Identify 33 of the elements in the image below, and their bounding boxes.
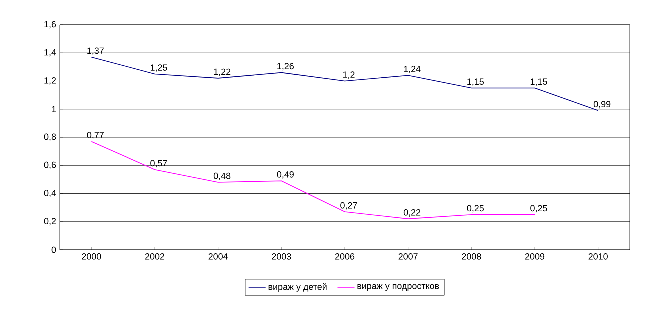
x-tick-label: 2000 bbox=[82, 254, 102, 260]
y-tick-label: 0,6 bbox=[44, 162, 56, 170]
y-tick-label: 1 bbox=[52, 106, 56, 112]
y-tick-label: 1,4 bbox=[44, 49, 56, 57]
data-label: 0,25 bbox=[530, 205, 548, 213]
x-tick-label: 2010 bbox=[588, 254, 608, 260]
data-label: 0,27 bbox=[340, 202, 358, 210]
data-label: 0,49 bbox=[277, 171, 294, 179]
data-label: 0,77 bbox=[87, 132, 104, 140]
x-tick-label: 2008 bbox=[462, 254, 482, 260]
data-label: 1,22 bbox=[214, 68, 231, 76]
x-tick-label: 2009 bbox=[525, 254, 545, 260]
x-tick-label: 2006 bbox=[335, 254, 355, 260]
data-label: 1,24 bbox=[404, 66, 421, 74]
y-tick-label: 0,8 bbox=[44, 134, 56, 142]
data-label: 1,25 bbox=[150, 64, 168, 72]
x-tick-label: 2007 bbox=[398, 254, 418, 260]
y-tick-label: 0,2 bbox=[44, 218, 56, 226]
data-label: 0,22 bbox=[404, 209, 421, 217]
y-tick-label: 0 bbox=[52, 246, 56, 254]
legend-label: вираж у подростков bbox=[358, 284, 440, 292]
x-tick-label: 2004 bbox=[208, 254, 228, 260]
y-tick-label: 0,4 bbox=[44, 190, 56, 198]
x-tick-label: 2002 bbox=[145, 254, 165, 260]
data-label: 0,25 bbox=[467, 205, 484, 213]
y-tick-label: 1,2 bbox=[44, 78, 56, 85]
x-tick-label: 2003 bbox=[272, 254, 292, 260]
legend-label: вираж у детей bbox=[268, 283, 327, 292]
data-label: 1,2 bbox=[343, 72, 355, 80]
data-label: 1,26 bbox=[278, 63, 294, 71]
data-label: 0,48 bbox=[214, 172, 231, 180]
data-label: 0,99 bbox=[594, 101, 611, 109]
y-tick-label: 1,6 bbox=[44, 21, 56, 29]
